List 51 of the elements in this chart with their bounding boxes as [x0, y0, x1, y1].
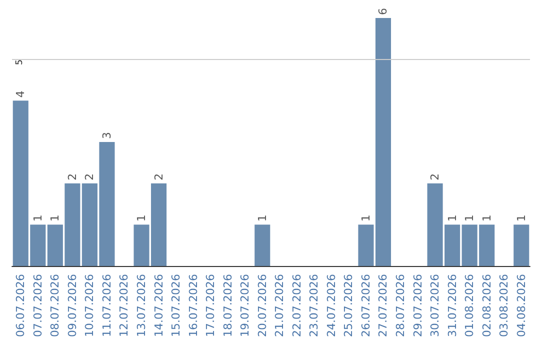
data-label: 1: [446, 214, 459, 222]
x-tick-label: 18.07.2026: [221, 274, 234, 338]
x-tick-label: 06.07.2026: [14, 274, 28, 338]
data-label: 3: [100, 132, 114, 140]
bar: [514, 224, 530, 266]
x-tick-label: 31.07.2026: [446, 274, 459, 338]
x-tick-label: 02.08.2026: [480, 274, 494, 338]
x-tick-label: 08.07.2026: [48, 274, 62, 338]
data-label: 1: [48, 214, 62, 222]
x-tick-label: 22.07.2026: [290, 274, 304, 338]
x-tick-label: 11.07.2026: [100, 274, 114, 338]
bar: [254, 224, 270, 266]
data-label: 2: [152, 173, 166, 180]
x-tick-label: 03.08.2026: [498, 274, 511, 338]
data-label: 1: [256, 214, 269, 222]
data-label: 1: [359, 214, 372, 222]
x-tick-label: 19.07.2026: [238, 274, 252, 338]
data-label: 6: [376, 8, 390, 15]
x-tick-label: 13.07.2026: [135, 274, 148, 338]
x-tick-label: 26.07.2026: [359, 274, 372, 338]
data-label: 1: [514, 214, 528, 222]
x-tick-label: 07.07.2026: [31, 274, 44, 338]
ref-line-label: 5: [15, 59, 25, 66]
bar: [358, 224, 374, 266]
data-label: 1: [480, 214, 494, 222]
x-tick-label: 28.07.2026: [394, 274, 407, 338]
x-tick-label: 01.08.2026: [463, 274, 476, 338]
x-tick-label: 27.07.2026: [376, 274, 390, 338]
data-label: 4: [14, 90, 28, 98]
data-label: 2: [428, 173, 442, 180]
x-tick-label: 20.07.2026: [256, 274, 269, 338]
bar: [375, 18, 392, 266]
x-tick-label: 16.07.2026: [186, 274, 200, 338]
x-tick-label: 23.07.2026: [308, 274, 321, 338]
data-label: 1: [31, 214, 44, 222]
data-label: 1: [135, 214, 148, 222]
x-tick-label: 14.07.2026: [152, 274, 166, 338]
data-label: 2: [66, 173, 79, 180]
data-label: 2: [83, 173, 96, 180]
x-tick-label: 25.07.2026: [342, 274, 356, 338]
data-label: 1: [463, 214, 476, 222]
x-tick-label: 12.07.2026: [118, 274, 131, 338]
x-tick-label: 15.07.2026: [170, 274, 183, 338]
x-tick-label: 24.07.2026: [324, 274, 338, 338]
x-tick-label: 10.07.2026: [83, 274, 96, 338]
x-tick-label: 29.07.2026: [411, 274, 424, 338]
x-tick-label: 04.08.2026: [514, 274, 528, 338]
x-tick-label: 17.07.2026: [204, 274, 218, 338]
x-tick-label: 21.07.2026: [273, 274, 286, 338]
x-tick-label: 09.07.2026: [66, 274, 79, 338]
x-tick-label: 30.07.2026: [428, 274, 442, 338]
